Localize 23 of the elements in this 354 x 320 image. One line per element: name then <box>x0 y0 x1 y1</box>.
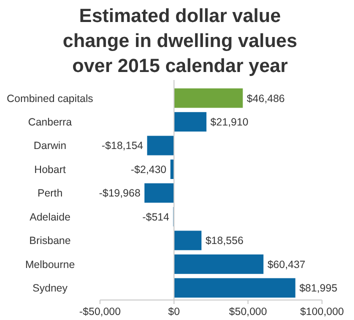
data-label: -$19,968 <box>98 188 141 200</box>
x-tick-label: $100,000 <box>300 306 344 318</box>
y-tick-label: Darwin <box>34 140 66 152</box>
y-tick-label: Adelaide <box>30 211 71 224</box>
data-label: $81,995 <box>299 282 338 295</box>
y-tick-label: Combined capitals <box>6 92 94 105</box>
data-label: $21,910 <box>210 116 249 128</box>
data-label: -$514 <box>142 211 170 224</box>
y-tick-label: Perth <box>37 188 63 200</box>
y-tick-label: Hobart <box>34 164 66 176</box>
x-tick-label: $0 <box>168 306 180 318</box>
data-label: $46,486 <box>246 92 285 105</box>
data-label: $60,437 <box>267 258 306 271</box>
data-label: $18,556 <box>205 235 244 248</box>
x-tick-label: -$50,000 <box>79 306 121 318</box>
y-tick-label: Sydney <box>32 282 68 295</box>
data-label: -$2,430 <box>130 164 167 176</box>
data-label: -$18,154 <box>102 140 144 152</box>
y-tick-label: Brisbane <box>29 235 71 248</box>
x-tick-label: $50,000 <box>229 306 268 318</box>
chart-title: Estimated dollar value change in dwelling values over 2015 calendar year <box>62 6 298 77</box>
y-tick-label: Melbourne <box>25 258 75 271</box>
y-tick-label: Canberra <box>28 116 72 128</box>
